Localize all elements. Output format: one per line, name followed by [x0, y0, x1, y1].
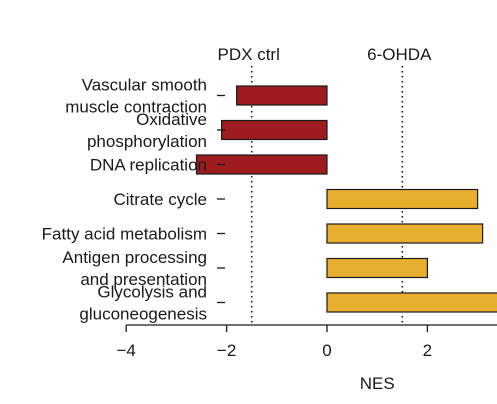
- category-label: Glycolysis and: [97, 283, 207, 302]
- category-label: muscle contraction: [65, 98, 207, 117]
- bar: [326, 292, 497, 313]
- bars: [195, 85, 497, 313]
- bar: [326, 223, 484, 244]
- category-labels: Vascular smooth muscle contractionOxidati…: [42, 76, 207, 324]
- x-tick-label: −4: [117, 341, 136, 360]
- bar: [236, 85, 328, 106]
- category-label: Antigen processing: [62, 248, 207, 267]
- y-axis-ticks: [217, 94, 225, 304]
- x-axis: −4−20246: [117, 324, 497, 360]
- x-tick-label: −2: [217, 341, 236, 360]
- bar: [326, 257, 429, 279]
- category-label: Vascular smooth: [82, 76, 207, 95]
- category-label: DNA replication: [90, 156, 207, 175]
- bar: [326, 188, 479, 210]
- reference-lines: PDX ctrl 6-OHDA: [218, 45, 432, 325]
- category-label: gluconeogenesis: [79, 305, 207, 324]
- category-label: Oxidative: [136, 110, 207, 129]
- category-label: phosphorylation: [87, 132, 207, 151]
- x-tick-label: 0: [322, 341, 331, 360]
- bar: [195, 154, 328, 175]
- x-tick-label: 2: [423, 341, 432, 360]
- category-label: Citrate cycle: [113, 190, 207, 209]
- reference-line-label: 6-OHDA: [367, 45, 432, 64]
- category-label: Fatty acid metabolism: [42, 225, 207, 244]
- bar: [220, 119, 328, 141]
- x-axis-label: NES: [360, 374, 395, 393]
- category-label: and presentation: [80, 270, 207, 289]
- reference-line-label: PDX ctrl: [218, 45, 280, 64]
